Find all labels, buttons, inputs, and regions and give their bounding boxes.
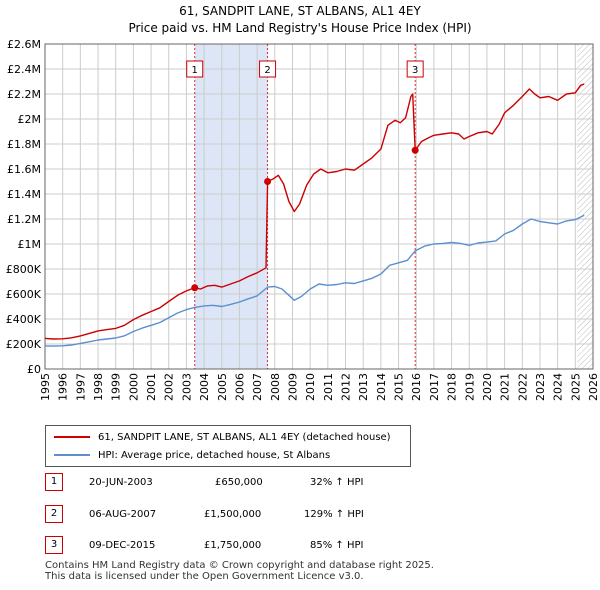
x-tick-label: 1995	[39, 373, 52, 401]
sale-date: 09-DEC-2015	[89, 540, 156, 551]
footer-licence: This data is licensed under the Open Gov…	[45, 571, 364, 582]
sale-row: 2 06-AUG-2007 £1,500,000 129% ↑ HPI	[45, 505, 465, 527]
y-tick-label: £2M	[18, 113, 42, 126]
sale-number-badge: 2	[45, 505, 63, 523]
x-tick-label: 2011	[322, 373, 335, 401]
sale-point	[411, 146, 419, 154]
y-tick-label: £400K	[6, 313, 42, 326]
y-tick-label: £800K	[6, 263, 42, 276]
x-tick-label: 1997	[74, 373, 87, 401]
x-tick-label: 2005	[216, 373, 229, 401]
hpi-line	[44, 214, 585, 347]
x-tick-label: 2007	[251, 373, 264, 401]
sale-number-badge: 3	[45, 536, 63, 554]
x-tick-label: 2013	[357, 373, 370, 401]
x-tick-label: 2020	[481, 373, 494, 401]
hpi-line-swatch	[54, 454, 90, 456]
x-tick-label: 2006	[233, 373, 246, 401]
sale-marker-box	[406, 60, 424, 78]
plot-border	[44, 43, 594, 370]
sale-marker-label: 2	[264, 65, 270, 76]
x-tick-label: 2018	[446, 373, 459, 401]
x-tick-label: 2019	[463, 373, 476, 401]
x-tick-label: 2004	[198, 373, 211, 401]
x-tick-label: 2015	[393, 373, 406, 401]
y-tick-label: £2.4M	[7, 63, 41, 76]
sale-marker-box	[259, 60, 277, 78]
sale-price: £650,000	[215, 477, 263, 488]
sale-hpi-change: 85% ↑ HPI	[310, 540, 364, 551]
x-tick-label: 2023	[534, 373, 547, 401]
sale-price: £1,500,000	[204, 509, 262, 520]
price-chart: £0 £200K £400K £600K £800K £1M £1.2M £1.4M £1.6M…	[6, 38, 600, 401]
x-tick-label: 2024	[552, 373, 565, 401]
legend-item-property: 61, SANDPIT LANE, ST ALBANS, AL1 4EY (de…	[54, 429, 391, 445]
sale-hpi-change: 32% ↑ HPI	[310, 477, 364, 488]
forecast-hatch	[577, 44, 593, 369]
plot-area	[45, 44, 593, 369]
sale-row: 1 20-JUN-2003 £650,000 32% ↑ HPI	[45, 473, 465, 495]
y-tick-label: £1.6M	[7, 163, 41, 176]
sale-marker-label: 3	[412, 65, 418, 76]
x-tick-label: 2021	[499, 373, 512, 401]
sale-point	[264, 178, 272, 185]
y-tick-label: £1.8M	[7, 138, 41, 151]
sale-date: 20-JUN-2003	[89, 477, 153, 488]
sale-marker-box	[186, 60, 204, 78]
property-line-swatch	[54, 436, 90, 438]
x-tick-label: 2025	[569, 373, 582, 401]
y-tick-label: £2.6M	[7, 38, 41, 51]
x-tick-label: 1996	[57, 373, 70, 401]
sale-date: 06-AUG-2007	[89, 509, 157, 520]
x-tick-label: 2017	[428, 373, 441, 401]
owned-period-shade	[194, 44, 268, 369]
x-tick-label: 2016	[410, 373, 423, 401]
x-tick-label: 2014	[375, 373, 388, 401]
x-tick-label: 2012	[340, 373, 353, 401]
x-tick-label: 2010	[304, 373, 317, 401]
x-tick-label: 2002	[163, 373, 176, 401]
y-tick-label: £200K	[6, 338, 42, 351]
y-tick-label: £1.4M	[7, 188, 41, 201]
x-tick-label: 2003	[180, 373, 193, 401]
x-tick-label: 2001	[145, 373, 158, 401]
x-tick-label: 2000	[127, 373, 140, 401]
chart-subtitle: Price paid vs. HM Land Registry's House …	[128, 21, 472, 35]
x-tick-label: 2009	[286, 373, 299, 401]
y-tick-label: £0	[27, 363, 41, 376]
sale-row: 3 09-DEC-2015 £1,750,000 85% ↑ HPI	[45, 536, 465, 558]
y-tick-label: £1.2M	[7, 213, 41, 226]
x-tick-label: 1998	[92, 373, 105, 401]
sale-marker-label: 1	[192, 65, 198, 76]
sale-point	[191, 284, 199, 292]
sale-hpi-change: 129% ↑ HPI	[304, 509, 364, 520]
legend-hpi-label: HPI: Average price, detached house, St A…	[98, 449, 331, 461]
legend: 61, SANDPIT LANE, ST ALBANS, AL1 4EY (de…	[45, 425, 411, 467]
footer: Contains HM Land Registry data © Crown c…	[45, 560, 434, 582]
y-tick-label: £2.2M	[7, 88, 41, 101]
sale-price: £1,750,000	[204, 540, 262, 551]
x-tick-label: 2008	[269, 373, 282, 401]
footer-copyright: Contains HM Land Registry data © Crown c…	[45, 560, 434, 571]
y-tick-label: £1M	[18, 238, 42, 251]
x-tick-label: 2022	[516, 373, 529, 401]
x-tick-label: 2026	[587, 373, 600, 401]
legend-item-hpi: HPI: Average price, detached house, St A…	[54, 447, 330, 463]
x-tick-label: 1999	[110, 373, 123, 401]
property-price-line	[44, 83, 585, 340]
legend-property-label: 61, SANDPIT LANE, ST ALBANS, AL1 4EY (de…	[98, 431, 391, 443]
sale-number-badge: 1	[45, 473, 63, 491]
y-tick-label: £600K	[6, 288, 42, 301]
chart-title: 61, SANDPIT LANE, ST ALBANS, AL1 4EY	[179, 4, 421, 18]
